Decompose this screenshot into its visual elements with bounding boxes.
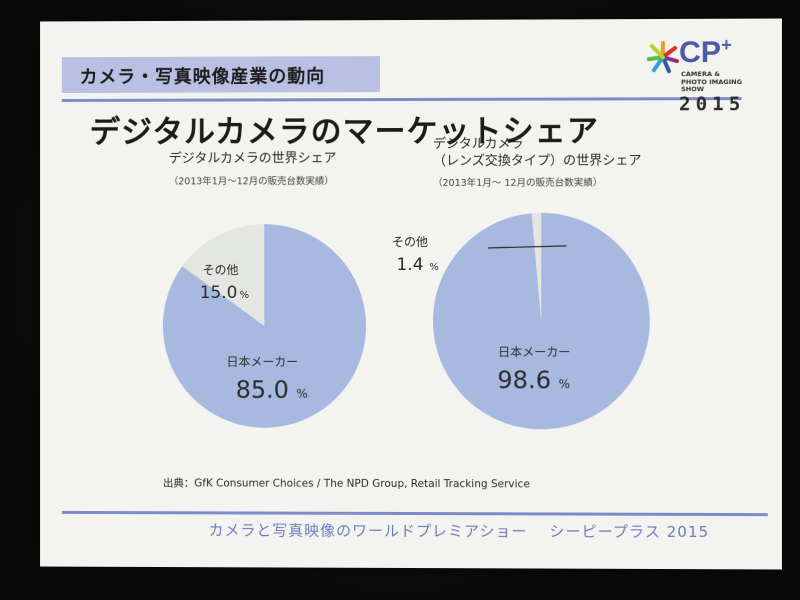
pie-chart-2: 日本メーカー 98.6 % その他 1.4% <box>392 212 650 430</box>
pie1-other-label: その他 <box>203 263 239 277</box>
pie2-slice-0 <box>433 212 650 430</box>
pie1-other-unit: % <box>240 290 249 301</box>
pie2-other-value: 1.4 <box>396 254 423 274</box>
pie2-other-label: その他 <box>392 235 428 249</box>
pie2-major-label: 日本メーカー <box>498 345 570 359</box>
section-heading: カメラ・写真映像産業の動向 <box>79 66 326 88</box>
logo-tagline: CAMERA & PHOTO IMAGING SHOW <box>681 69 742 94</box>
pie2-slice-1 <box>531 212 542 322</box>
chart2-title: デジタルカメラ （レンズ交換タイプ）の世界シェア <box>433 135 641 169</box>
footer-rule <box>61 510 768 517</box>
chart2-title-line1: デジタルカメラ <box>433 136 524 152</box>
pie2-other-unit: % <box>429 262 439 273</box>
pie1-slice-1 <box>182 224 265 326</box>
pie1-other-value: 15.0 <box>200 282 238 302</box>
pie1-major-unit: % <box>297 387 308 401</box>
heading-rule <box>61 97 742 102</box>
chart1-subtitle: （2013年1月〜12月の販売台数実績） <box>168 176 334 188</box>
pie-chart-1: 日本メーカー 85.0 % その他 15.0% <box>162 224 367 428</box>
pie2-major-value: 98.6 <box>497 366 551 394</box>
chart2-title-line2: （レンズ交換タイプ）の世界シェア <box>433 153 642 169</box>
cp-plus-logo: CP+ CAMERA & PHOTO IMAGING SHOW 2015 <box>645 33 776 124</box>
pie1-major-value: 85.0 <box>236 376 289 404</box>
logo-wordmark: CP+ <box>679 34 732 70</box>
starburst-icon <box>645 39 681 75</box>
source-citation: 出典：GfK Consumer Choices / The NPD Group,… <box>162 477 530 491</box>
chart2-subtitle: （2013年1月〜 12月の販売台数実績） <box>433 177 603 189</box>
pie2-major-unit: % <box>559 377 570 391</box>
presentation-slide: カメラ・写真映像産業の動向 CP+ CAMERA & PHOTO IM <box>40 18 782 570</box>
pie1-major-label: 日本メーカー <box>227 355 299 369</box>
footer-tagline: カメラと写真映像のワールドプレミアショー シーピープラス 2015 <box>208 521 710 542</box>
logo-year: 2015 <box>679 93 746 116</box>
pie1-slice-0 <box>162 224 367 428</box>
chart1-title: デジタルカメラの世界シェア <box>168 151 337 167</box>
